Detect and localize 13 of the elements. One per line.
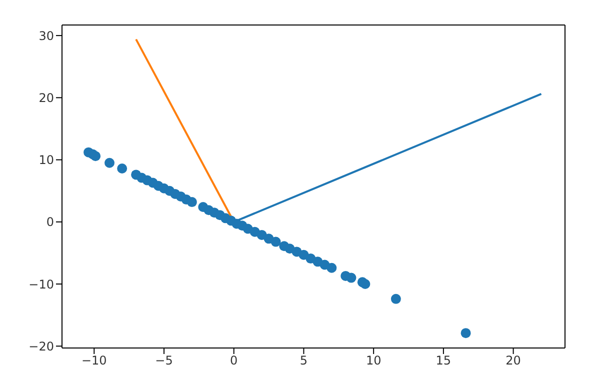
y-tick-label: 10 <box>38 153 54 168</box>
y-tick-label: −10 <box>28 277 54 292</box>
y-tick-label: −20 <box>28 339 54 354</box>
x-tick-label: 15 <box>436 354 452 368</box>
y-tick-label: 0 <box>46 215 54 230</box>
y-tick-label: 30 <box>38 28 54 43</box>
y-tick-label: 20 <box>38 90 54 105</box>
x-tick-label: −10 <box>81 354 107 368</box>
x-tick-label: 20 <box>506 354 521 368</box>
x-tick-label: 5 <box>300 354 308 368</box>
x-tick-label: −5 <box>155 354 173 368</box>
x-tick-label: 10 <box>366 354 382 368</box>
x-tick-label: 0 <box>230 354 238 368</box>
